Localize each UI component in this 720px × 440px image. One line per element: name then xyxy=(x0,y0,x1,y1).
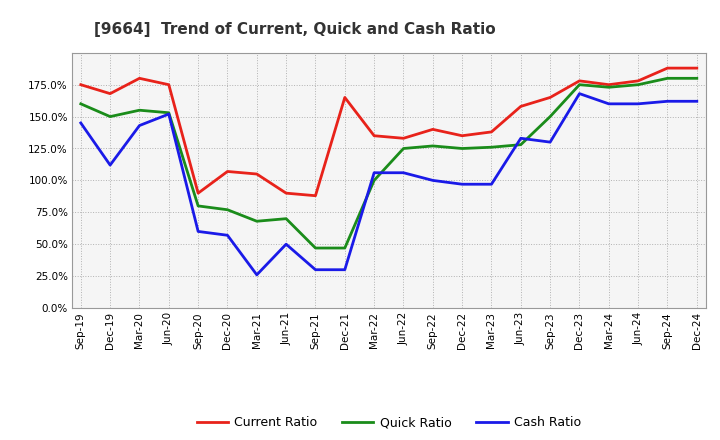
Quick Ratio xyxy=(106,114,114,119)
Cash Ratio xyxy=(605,101,613,106)
Quick Ratio xyxy=(458,146,467,151)
Current Ratio xyxy=(311,193,320,198)
Quick Ratio xyxy=(223,207,232,213)
Cash Ratio xyxy=(693,99,701,104)
Current Ratio xyxy=(341,95,349,100)
Current Ratio xyxy=(428,127,437,132)
Cash Ratio xyxy=(546,139,554,145)
Current Ratio xyxy=(516,104,525,109)
Current Ratio xyxy=(605,82,613,87)
Current Ratio xyxy=(282,191,290,196)
Current Ratio xyxy=(135,76,144,81)
Cash Ratio xyxy=(223,233,232,238)
Cash Ratio xyxy=(253,272,261,278)
Quick Ratio xyxy=(135,107,144,113)
Cash Ratio xyxy=(487,182,496,187)
Quick Ratio xyxy=(634,82,642,87)
Cash Ratio xyxy=(575,91,584,96)
Current Ratio xyxy=(164,82,173,87)
Current Ratio xyxy=(253,171,261,176)
Quick Ratio xyxy=(428,143,437,149)
Text: [9664]  Trend of Current, Quick and Cash Ratio: [9664] Trend of Current, Quick and Cash … xyxy=(94,22,495,37)
Cash Ratio xyxy=(399,170,408,176)
Cash Ratio xyxy=(341,267,349,272)
Cash Ratio xyxy=(663,99,672,104)
Current Ratio xyxy=(223,169,232,174)
Quick Ratio xyxy=(663,76,672,81)
Cash Ratio xyxy=(370,170,379,176)
Quick Ratio xyxy=(487,145,496,150)
Current Ratio xyxy=(693,66,701,71)
Line: Current Ratio: Current Ratio xyxy=(81,68,697,196)
Cash Ratio xyxy=(428,178,437,183)
Current Ratio xyxy=(634,78,642,84)
Quick Ratio xyxy=(370,178,379,183)
Current Ratio xyxy=(663,66,672,71)
Current Ratio xyxy=(76,82,85,87)
Cash Ratio xyxy=(458,182,467,187)
Current Ratio xyxy=(194,191,202,196)
Current Ratio xyxy=(487,129,496,135)
Line: Quick Ratio: Quick Ratio xyxy=(81,78,697,248)
Current Ratio xyxy=(575,78,584,84)
Quick Ratio xyxy=(575,82,584,87)
Cash Ratio xyxy=(516,136,525,141)
Quick Ratio xyxy=(311,246,320,251)
Cash Ratio xyxy=(76,120,85,126)
Quick Ratio xyxy=(399,146,408,151)
Cash Ratio xyxy=(634,101,642,106)
Current Ratio xyxy=(370,133,379,139)
Quick Ratio xyxy=(282,216,290,221)
Current Ratio xyxy=(399,136,408,141)
Cash Ratio xyxy=(282,242,290,247)
Quick Ratio xyxy=(693,76,701,81)
Quick Ratio xyxy=(341,246,349,251)
Cash Ratio xyxy=(106,162,114,168)
Quick Ratio xyxy=(253,219,261,224)
Current Ratio xyxy=(458,133,467,139)
Quick Ratio xyxy=(516,142,525,147)
Quick Ratio xyxy=(546,114,554,119)
Line: Cash Ratio: Cash Ratio xyxy=(81,94,697,275)
Quick Ratio xyxy=(194,203,202,209)
Quick Ratio xyxy=(76,101,85,106)
Current Ratio xyxy=(546,95,554,100)
Cash Ratio xyxy=(164,111,173,117)
Legend: Current Ratio, Quick Ratio, Cash Ratio: Current Ratio, Quick Ratio, Cash Ratio xyxy=(192,411,586,434)
Cash Ratio xyxy=(194,229,202,234)
Cash Ratio xyxy=(311,267,320,272)
Cash Ratio xyxy=(135,123,144,128)
Quick Ratio xyxy=(605,84,613,90)
Current Ratio xyxy=(106,91,114,96)
Quick Ratio xyxy=(164,110,173,115)
